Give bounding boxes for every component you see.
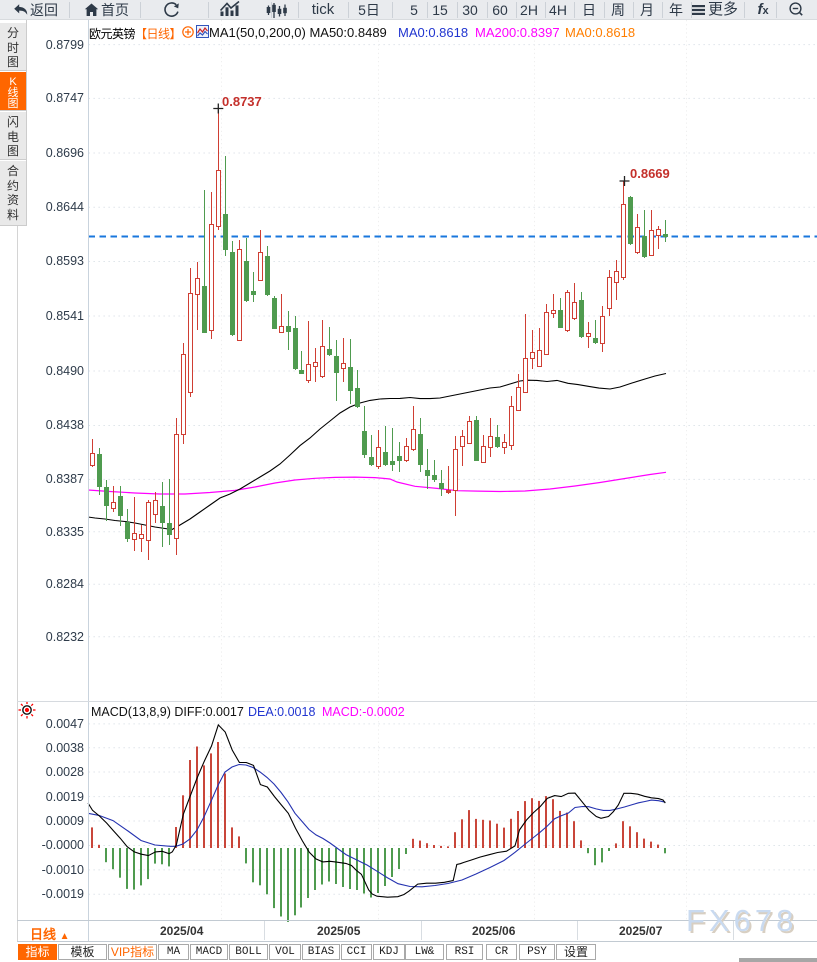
svg-text:0.8669: 0.8669 [630, 166, 670, 181]
svg-text:0.8737: 0.8737 [222, 94, 262, 109]
